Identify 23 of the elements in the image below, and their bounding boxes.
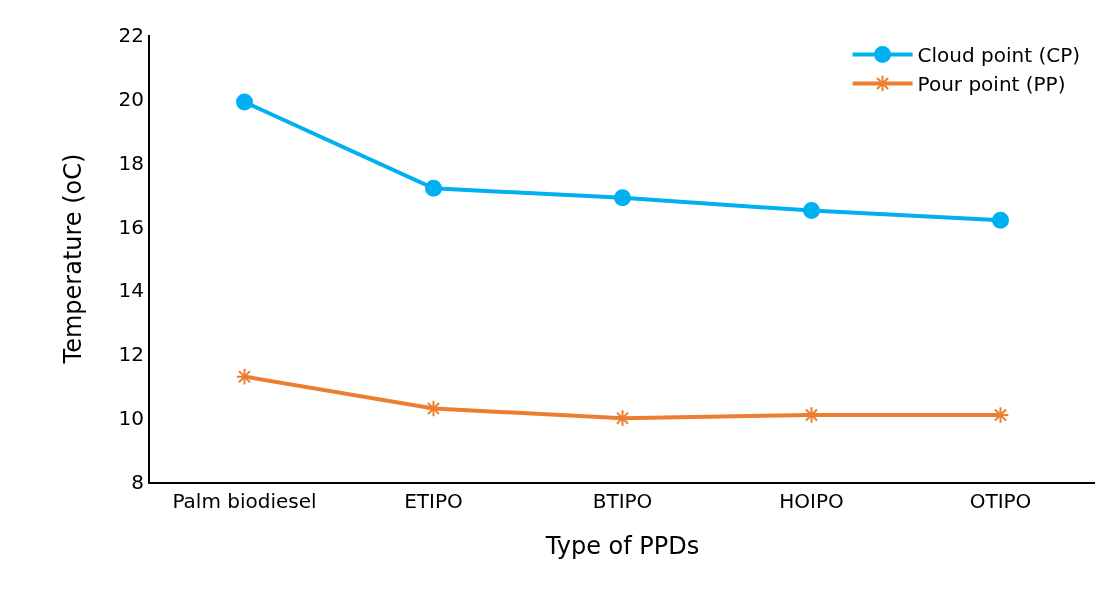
point (614, 189, 631, 207)
point (803, 202, 820, 220)
y-tick-label: 10 (118, 406, 144, 431)
y-axis-title: Temperature (oC) (59, 153, 88, 365)
y-tick-label: 20 (118, 86, 144, 111)
y-tick-label: 16 (118, 214, 144, 239)
x-tick-label: HOIPO (779, 489, 844, 513)
legend-label: Cloud point (CP) (917, 43, 1081, 68)
y-tick-label: 12 (118, 342, 144, 367)
legend-label: Pour point (PP) (917, 72, 1066, 97)
point (425, 179, 442, 197)
point (992, 211, 1009, 229)
x-tick-label: BTIPO (592, 489, 653, 513)
y-tick-label: 14 (118, 278, 144, 303)
x-tick-label: ETIPO (404, 489, 463, 513)
x-axis-title: Type of PPDs (544, 531, 700, 560)
point (235, 367, 254, 386)
y-tick-label: 18 (118, 150, 144, 175)
x-tick-label: OTIPO (969, 489, 1032, 513)
y-tick-label: 22 (118, 23, 144, 47)
point (236, 93, 253, 111)
x-tick-label: Palm biodiesel (172, 489, 317, 513)
y-tick-label: 8 (131, 470, 144, 494)
